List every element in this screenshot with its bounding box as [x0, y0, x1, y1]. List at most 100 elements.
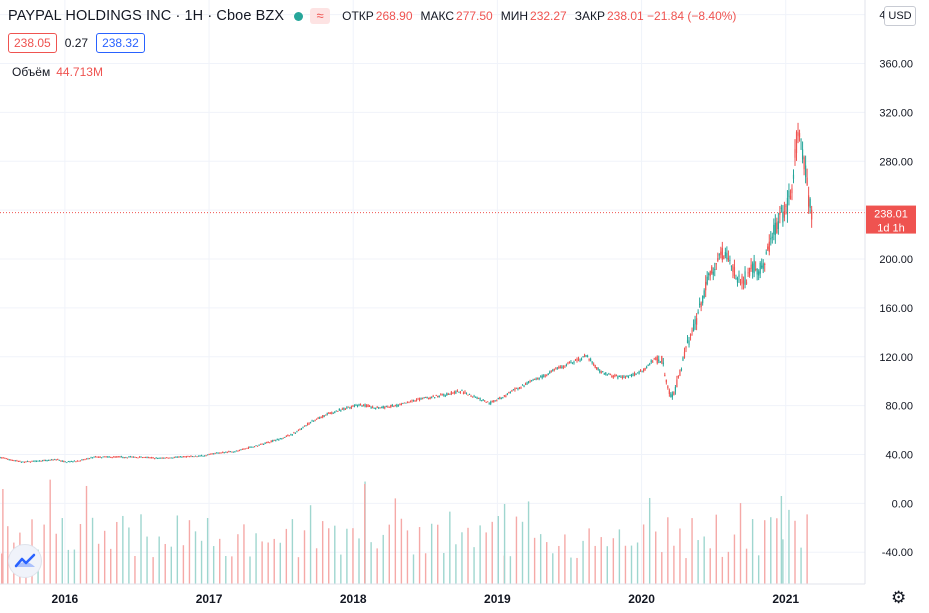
volume-bar — [364, 484, 366, 584]
candle-body — [317, 417, 319, 419]
candle-body — [412, 399, 415, 401]
candle-body — [78, 460, 80, 462]
volume-bar — [291, 519, 294, 584]
candle-body — [397, 405, 399, 407]
candle-body — [449, 393, 451, 395]
x-tick-label: 2020 — [628, 592, 655, 606]
volume-bar — [612, 538, 615, 584]
candle-body — [188, 456, 191, 458]
candle-body — [253, 446, 256, 448]
candle-body — [714, 269, 716, 271]
candle-body — [190, 455, 192, 457]
candle-body — [682, 357, 684, 361]
bid-price-button[interactable]: 238.05 — [8, 33, 57, 53]
candle-body — [600, 371, 602, 374]
candle-body — [340, 409, 342, 411]
volume-bar — [182, 545, 185, 584]
volume-bar — [570, 557, 572, 584]
volume-bar — [97, 543, 100, 584]
volume-bar — [715, 514, 717, 584]
candle-body — [32, 460, 35, 462]
volume-bar — [642, 524, 645, 584]
candle-body — [26, 461, 29, 463]
candle-body — [811, 209, 813, 220]
candle-body — [319, 417, 321, 419]
low-value: 232.27 — [530, 9, 567, 23]
candle-body — [515, 387, 518, 389]
candle-body — [434, 397, 436, 399]
symbol-title[interactable]: PAYPAL HOLDINGS INC · 1H · Cboe BZX — [8, 8, 285, 24]
candle-body — [184, 456, 186, 458]
volume-bar — [485, 532, 487, 584]
volume-bar — [727, 551, 730, 584]
candle-body — [272, 440, 274, 442]
candle-body — [506, 393, 508, 395]
candle-body — [627, 375, 630, 378]
candle-body — [488, 403, 490, 405]
candle-body — [530, 380, 533, 382]
volume-bar — [739, 503, 742, 584]
candle-body — [120, 456, 122, 458]
candle-body — [64, 461, 66, 463]
volume-bar — [443, 552, 445, 584]
candle-body — [275, 440, 277, 442]
volume-bar — [806, 514, 808, 584]
candle-body — [432, 396, 434, 398]
candle-body — [229, 451, 231, 453]
candle-body — [414, 400, 416, 402]
candle-body — [164, 457, 166, 459]
candle-body — [213, 453, 215, 455]
volume-bar — [249, 556, 251, 584]
candle-body — [726, 252, 728, 259]
candle-body — [167, 457, 169, 459]
candle-body — [312, 420, 315, 422]
candle-body — [296, 431, 298, 433]
volume-bar — [170, 546, 172, 584]
wave-icon[interactable]: ≈ — [310, 8, 331, 24]
candle-body — [543, 375, 545, 377]
volume-bar — [636, 542, 639, 584]
candle-body — [573, 361, 575, 363]
candle-body — [329, 412, 331, 414]
candle-body — [382, 406, 384, 409]
candle-body — [783, 211, 786, 218]
volume-bar — [685, 558, 687, 584]
candle-body — [25, 461, 27, 463]
volume-bar — [764, 520, 766, 584]
candle-body — [568, 361, 571, 363]
volume-bar — [527, 501, 530, 584]
candle-body — [49, 459, 51, 461]
candle-body — [582, 356, 584, 358]
y-tick-label: 120.00 — [879, 352, 913, 364]
gear-icon[interactable]: ⚙ — [891, 588, 907, 607]
currency-button[interactable]: USD — [884, 6, 916, 26]
candle-body — [185, 456, 188, 458]
candle-body — [565, 364, 568, 367]
candle-body — [585, 355, 587, 357]
candle-body — [652, 361, 654, 363]
candle-body — [211, 453, 213, 455]
candle-body — [364, 404, 366, 407]
candle-body — [375, 407, 377, 410]
candle-body — [703, 290, 705, 298]
candle-body — [216, 452, 218, 454]
candle-body — [172, 457, 174, 459]
ask-price-button[interactable]: 238.32 — [96, 33, 145, 53]
tradingview-logo-icon[interactable] — [8, 544, 42, 578]
candle-body — [673, 391, 675, 396]
candle-body — [20, 461, 23, 463]
volume-bar — [231, 556, 233, 584]
candle-body — [494, 400, 496, 402]
candle-body — [57, 459, 59, 461]
candle-body — [320, 417, 322, 419]
candle-body — [4, 457, 6, 459]
high-label: МАКС — [420, 9, 455, 23]
volume-bar — [237, 534, 239, 584]
candle-body — [393, 406, 395, 408]
candle-body — [791, 188, 793, 194]
price-axis: 400.00360.00320.00280.00240.00200.00160.… — [879, 10, 913, 560]
volume-bar — [594, 545, 596, 584]
candle-body — [520, 387, 522, 389]
volume-bar — [194, 531, 197, 584]
